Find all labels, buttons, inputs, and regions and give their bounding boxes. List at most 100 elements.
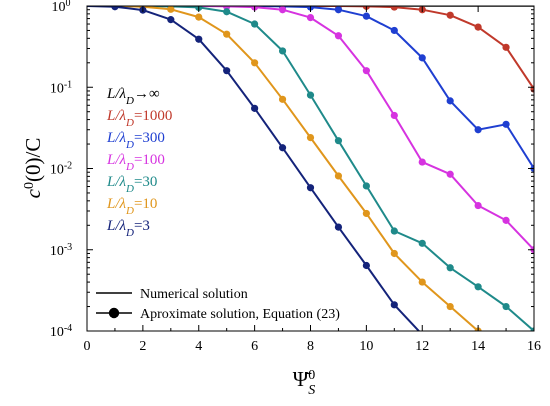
series-label-pre: L/λ xyxy=(106,196,127,212)
data-point xyxy=(390,111,398,120)
series-label-sub: D xyxy=(125,161,134,173)
series-label-post: =300 xyxy=(134,130,165,146)
data-point xyxy=(390,26,398,35)
series-label-pre: L/λ xyxy=(106,218,127,234)
data-point xyxy=(474,283,482,291)
series-label: L/λD=3 xyxy=(106,218,150,239)
y-axis-title-pre: c xyxy=(21,188,45,198)
series-line xyxy=(87,6,534,251)
x-tick-label: 14 xyxy=(471,339,485,354)
data-point xyxy=(418,158,426,166)
data-point xyxy=(474,126,482,134)
data-point xyxy=(446,302,454,311)
x-tick-label: 6 xyxy=(251,339,258,354)
legend-label: Aproximate solution, Equation (23) xyxy=(140,307,340,322)
data-point xyxy=(306,184,315,192)
y-tick-label: 10-3 xyxy=(50,241,72,259)
series-label: L/λD=30 xyxy=(106,174,157,195)
data-point xyxy=(278,95,287,103)
data-point xyxy=(446,170,454,178)
data-point xyxy=(474,201,482,210)
series-label-sub: D xyxy=(125,227,134,239)
y-tick-label: 10-4 xyxy=(50,323,72,341)
x-axis-title: Ψ̄0 S xyxy=(293,367,316,398)
y-axis-title: c0(0)/C xyxy=(21,138,45,199)
data-point xyxy=(334,172,343,180)
data-point xyxy=(418,239,426,247)
data-point xyxy=(195,13,203,21)
y-axis-title-sup: 0 xyxy=(22,182,37,189)
y-tick-exp: -3 xyxy=(64,241,72,252)
data-point xyxy=(362,261,370,270)
data-point xyxy=(223,30,231,38)
data-point xyxy=(278,144,287,152)
data-point xyxy=(334,223,343,231)
x-tick-label: 2 xyxy=(139,339,146,354)
data-point xyxy=(502,216,510,224)
data-point xyxy=(502,43,510,51)
data-point xyxy=(111,6,119,11)
data-point xyxy=(306,13,315,22)
series-label: L/λD=300 xyxy=(106,130,165,151)
data-point xyxy=(334,6,343,14)
data-point xyxy=(334,32,343,40)
series-label-post: =1000 xyxy=(134,108,172,124)
series-label-pre: L/λ xyxy=(106,130,127,146)
data-point xyxy=(167,16,175,24)
y-tick-exp: 0 xyxy=(66,0,71,9)
y-tick-label: 10-2 xyxy=(50,160,72,178)
series-label-sub: D xyxy=(125,183,134,195)
x-tick-label: 8 xyxy=(307,339,314,354)
series-labels: L/λD→∞L/λD=1000L/λD=300L/λD=100L/λD=30L/… xyxy=(106,86,172,239)
data-point xyxy=(251,104,259,112)
series-label-sub: D xyxy=(125,139,134,151)
x-tick-label: 10 xyxy=(359,339,373,354)
series-label: L/λD=100 xyxy=(106,152,165,173)
data-point xyxy=(418,54,426,62)
data-point xyxy=(223,8,231,16)
plot-frame xyxy=(86,5,535,332)
legend: Numerical solution Aproximate solution, E… xyxy=(96,287,340,322)
x-axis-title-main: Ψ̄ xyxy=(293,367,312,391)
series-line xyxy=(87,6,534,90)
data-point xyxy=(278,6,287,14)
data-point xyxy=(446,97,454,105)
data-point xyxy=(446,11,454,19)
y-axis-title-post: (0)/C xyxy=(21,138,45,182)
data-point xyxy=(167,6,175,13)
series-label-post: →∞ xyxy=(134,86,160,102)
data-point xyxy=(418,278,426,286)
data-point xyxy=(223,67,231,75)
series-label-sub: D xyxy=(125,95,134,107)
x-tick-label: 12 xyxy=(415,339,429,354)
y-tick-exp: -1 xyxy=(64,79,72,90)
series-line xyxy=(87,6,534,331)
series-line xyxy=(87,6,421,331)
data-point xyxy=(446,264,454,272)
data-point xyxy=(390,249,398,258)
y-tick-base: 10 xyxy=(50,163,64,178)
data-point xyxy=(278,47,287,55)
y-tick-label: 10-1 xyxy=(50,79,72,97)
x-axis-title-sup: 0 xyxy=(308,368,315,383)
data-point xyxy=(362,12,370,20)
data-point xyxy=(195,35,203,43)
y-tick-label: 100 xyxy=(52,0,71,15)
data-point xyxy=(502,302,510,311)
data-point xyxy=(390,301,398,309)
data-point xyxy=(306,134,315,142)
legend-marker xyxy=(108,307,120,319)
series-label-pre: L/λ xyxy=(106,174,127,190)
data-point xyxy=(251,59,259,67)
data-point xyxy=(419,331,426,338)
series-label: L/λD=10 xyxy=(106,196,157,217)
data-point xyxy=(474,23,482,31)
data-point xyxy=(334,137,343,145)
y-tick-base: 10 xyxy=(50,244,64,259)
x-tick-label: 4 xyxy=(195,339,202,354)
series-label-post: =3 xyxy=(134,218,150,234)
x-axis-title-sub: S xyxy=(308,383,315,398)
data-point xyxy=(502,120,510,128)
